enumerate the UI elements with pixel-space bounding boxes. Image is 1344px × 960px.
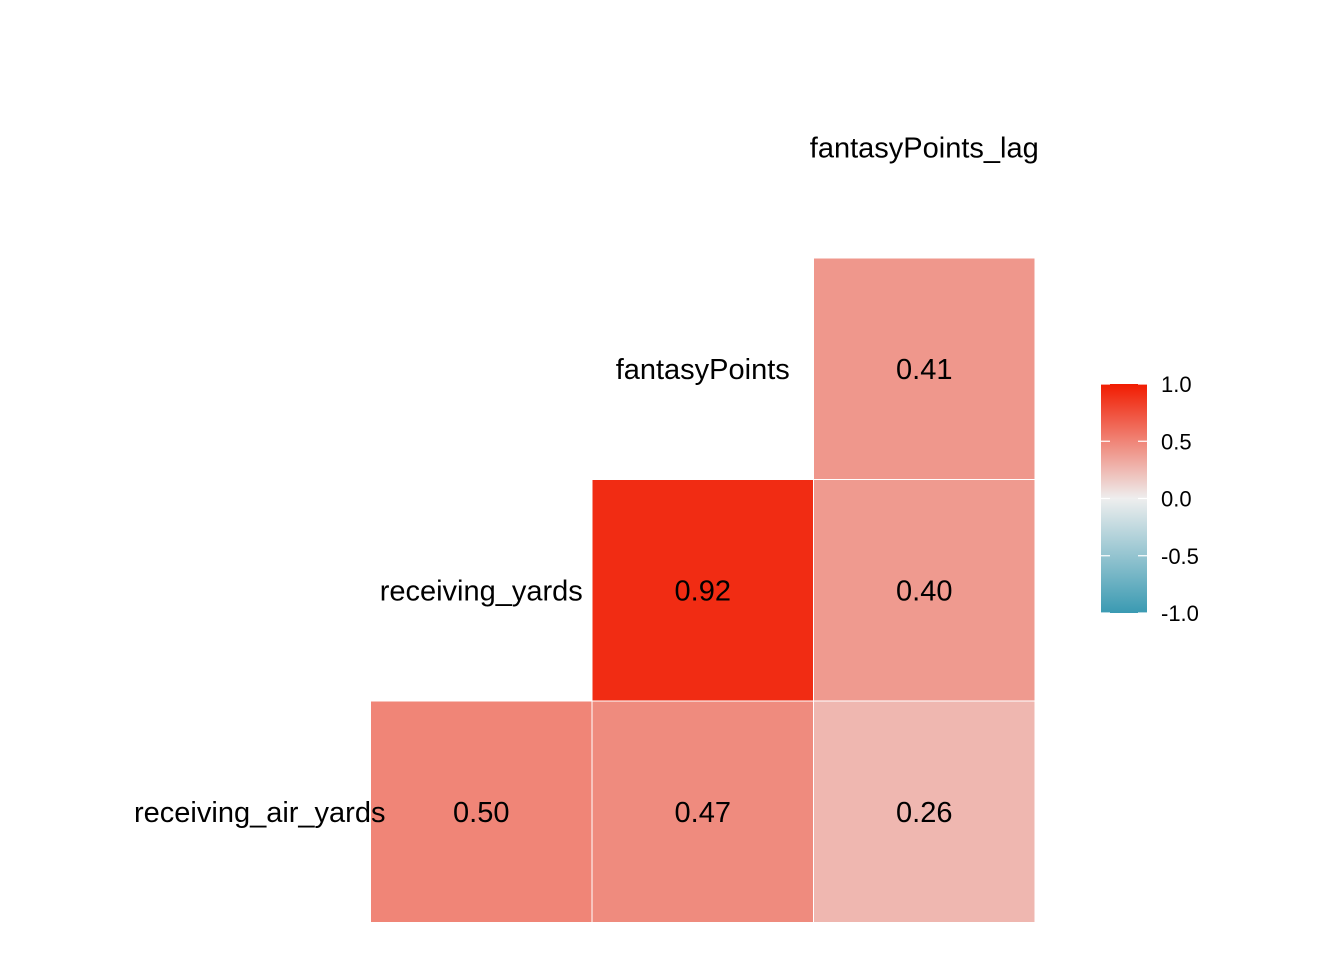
heatmap-cell-receiving_air_yards-fantasyPoints	[591, 700, 814, 923]
cell-value-label: 0.26	[896, 797, 952, 829]
heatmap-cell-receiving_yards-fantasyPoints_lag	[813, 479, 1036, 702]
cell-value-label: 0.50	[453, 797, 509, 829]
variable-labels: receiving_air_yards receiving_yards fantas…	[134, 132, 1039, 829]
legend-tick-label: 1.0	[1161, 372, 1192, 397]
heatmap-cell-receiving_air_yards-receiving_yards	[370, 700, 593, 923]
variable-label-receiving_air_yards: receiving_air_yards	[134, 797, 385, 829]
cell-value-labels: 0.50 0.47 0.26 0.92 0.40 0.41	[453, 354, 952, 829]
legend-tick-label: -0.5	[1161, 544, 1199, 569]
heatmap-cell-fantasyPoints-fantasyPoints_lag	[813, 257, 1036, 480]
cell-value-label: 0.40	[896, 575, 952, 607]
legend-tick-label: -1.0	[1161, 601, 1199, 626]
cell-value-label: 0.92	[675, 575, 731, 607]
heatmap-cells	[370, 257, 1036, 923]
cell-value-label: 0.47	[675, 797, 731, 829]
heatmap-cell-receiving_yards-fantasyPoints	[591, 479, 814, 702]
variable-label-receiving_yards: receiving_yards	[380, 575, 583, 607]
cell-value-label: 0.41	[896, 354, 952, 386]
legend-tick-label: 0.0	[1161, 487, 1192, 512]
variable-label-fantasyPoints_lag: fantasyPoints_lag	[810, 132, 1039, 164]
color-legend: 1.0 0.5 0.0 -0.5 -1.0	[1101, 372, 1199, 626]
legend-tick-label: 0.5	[1161, 429, 1192, 454]
variable-label-fantasyPoints: fantasyPoints	[616, 354, 790, 386]
